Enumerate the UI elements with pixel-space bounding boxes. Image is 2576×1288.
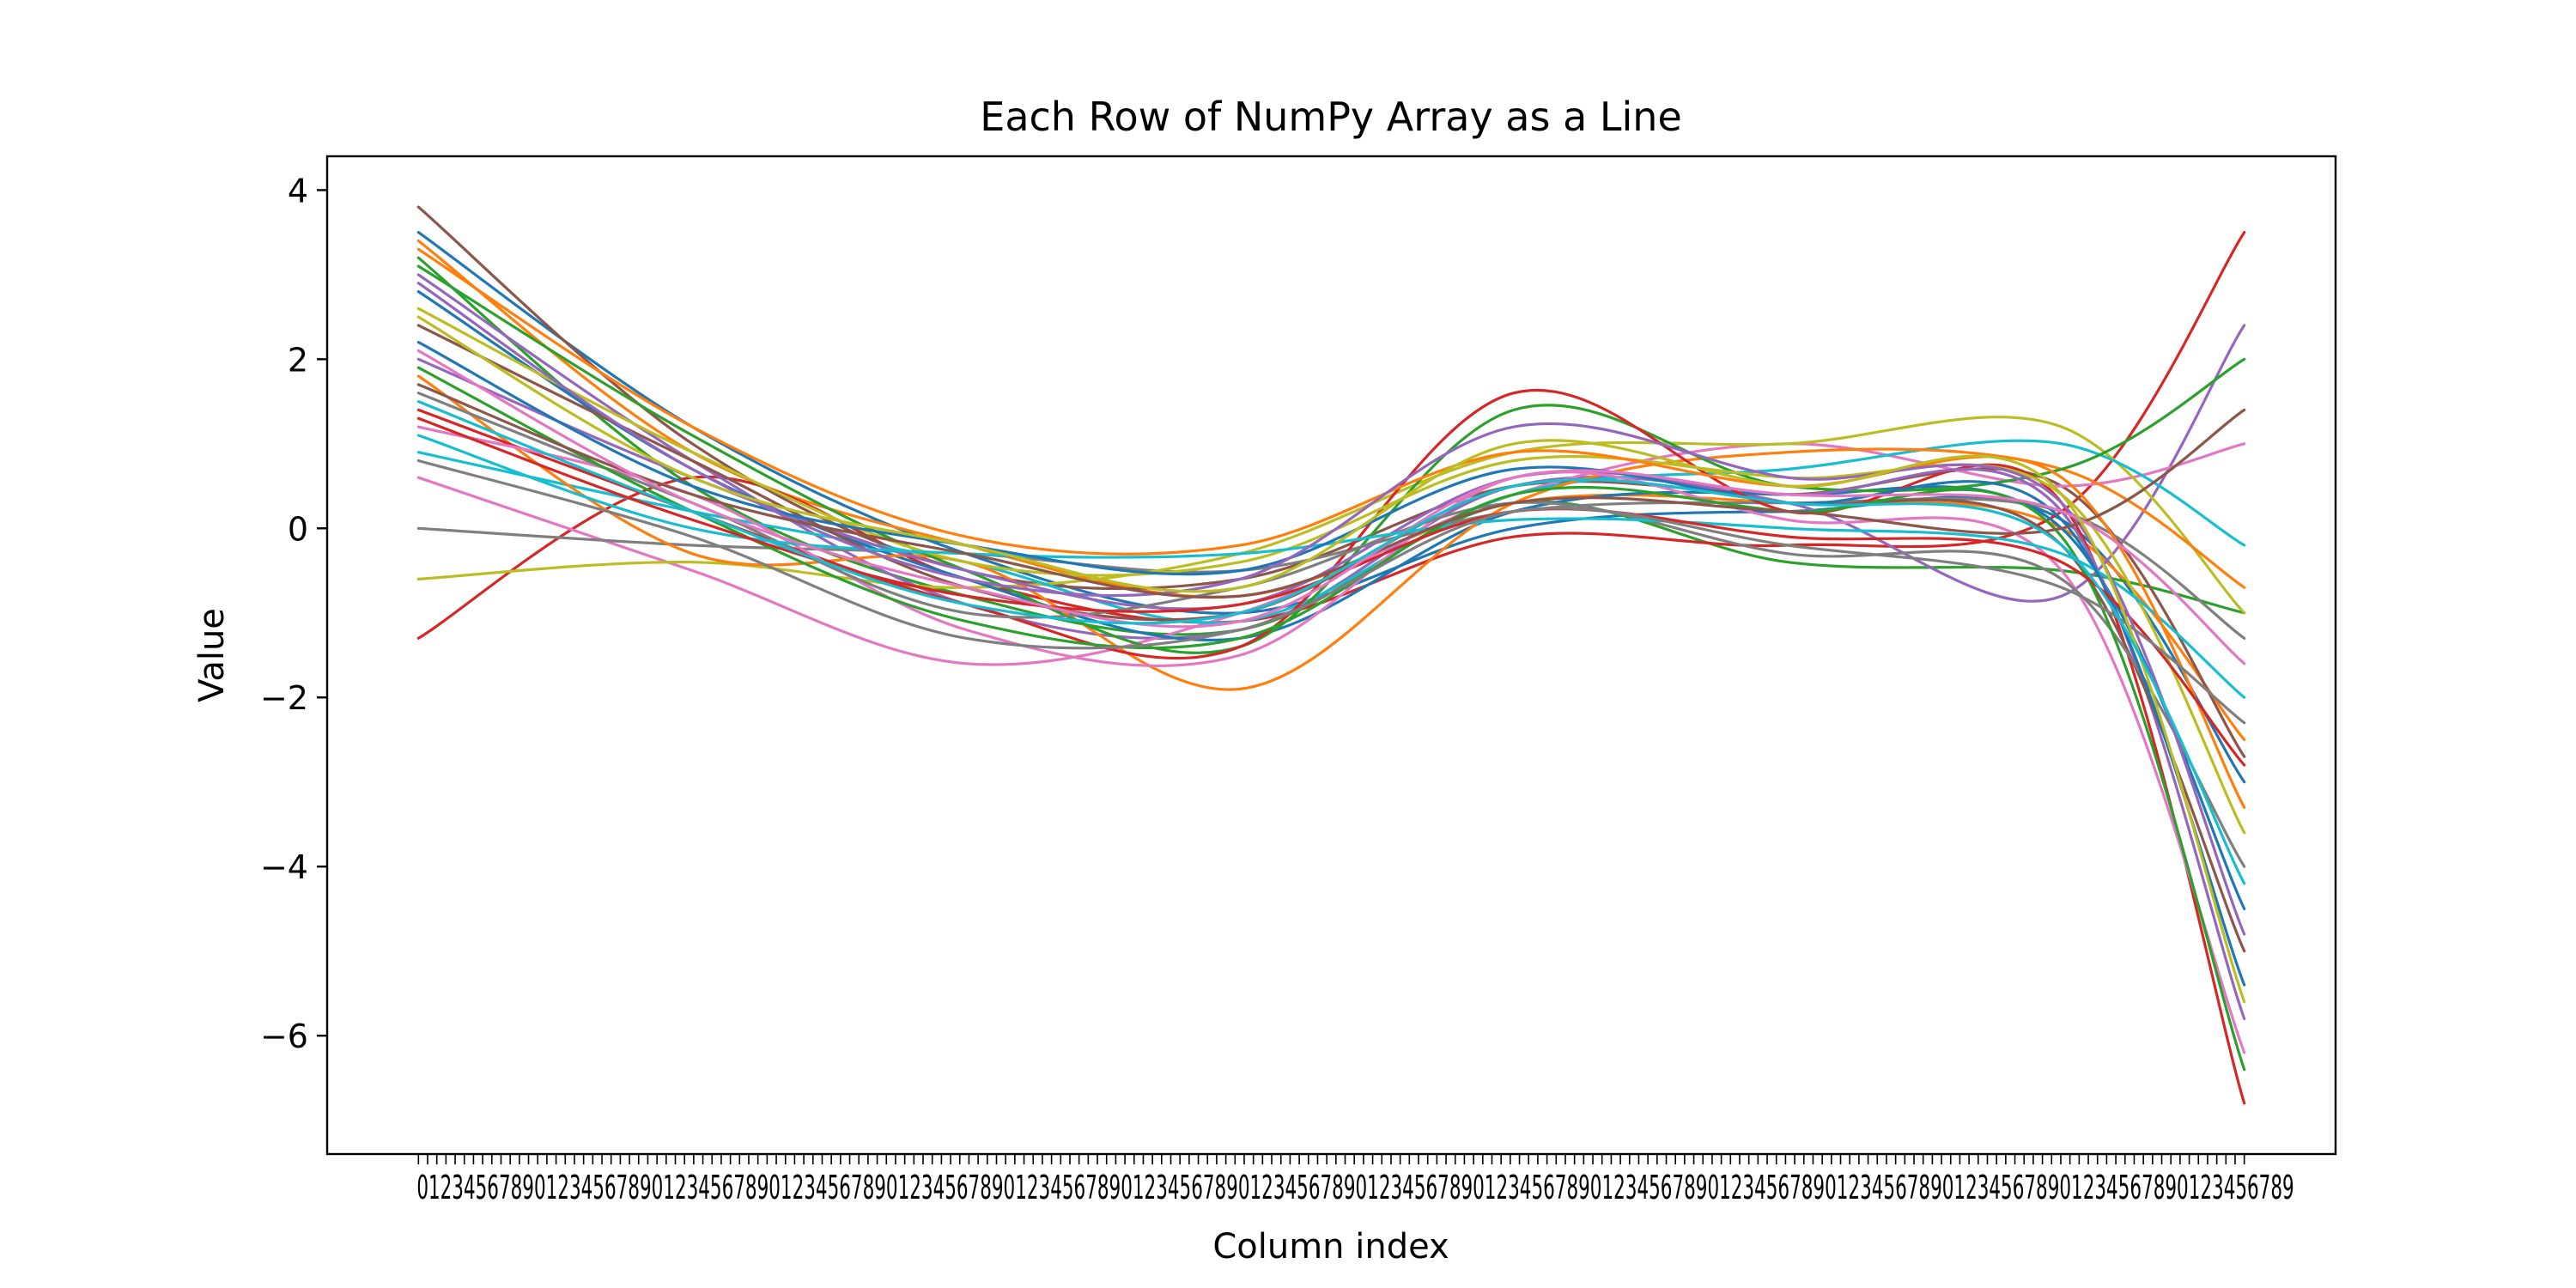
series-line <box>416 459 2246 725</box>
series-line <box>416 434 2246 699</box>
series-line <box>416 439 2246 625</box>
series-line <box>416 315 2246 1004</box>
plot-frame <box>325 155 2337 1156</box>
series-line <box>416 349 2246 665</box>
y-tick-label: −4 <box>260 848 308 886</box>
series-group <box>416 205 2246 1105</box>
y-tick-label: −2 <box>260 679 308 717</box>
x-axis: 0123456789012345678901234567890123456789… <box>416 1154 2294 1206</box>
y-tick-label: 2 <box>288 341 308 379</box>
series-line <box>416 389 2246 1105</box>
chart-title: Each Row of NumPy Array as a Line <box>980 94 1682 140</box>
series-line <box>416 416 2246 767</box>
y-axis: −6 −4 −2 0 2 4 <box>260 172 327 1055</box>
series-line <box>416 282 2246 936</box>
y-tick-label: 4 <box>288 172 308 210</box>
series-line <box>416 341 2246 987</box>
x-tick-labels-overlap: 0123456789012345678901234567890123456789… <box>416 1169 2293 1206</box>
series-line <box>416 247 2246 809</box>
series-line <box>416 400 2246 885</box>
y-tick-label: 0 <box>288 510 308 548</box>
y-axis-label: Value <box>192 608 232 702</box>
y-tick-label: −6 <box>260 1018 308 1055</box>
x-axis-label: Column index <box>1212 1227 1449 1267</box>
